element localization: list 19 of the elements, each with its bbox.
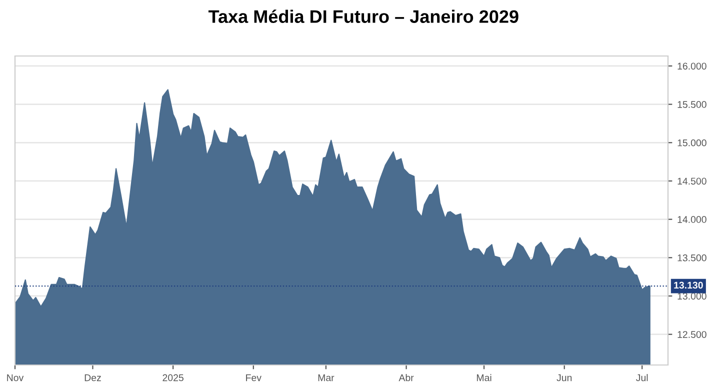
y-tick-label: 16.000 bbox=[678, 62, 706, 70]
y-tick-label: 15.000 bbox=[678, 139, 706, 146]
x-tick-label: Abr bbox=[398, 374, 414, 382]
x-tick-label: Jun bbox=[556, 374, 572, 382]
x-tick-label: Mar bbox=[318, 374, 334, 382]
y-tick-label: 14.500 bbox=[678, 178, 706, 185]
x-tick-label: Mai bbox=[476, 374, 492, 382]
x-tick-label: 2025 bbox=[162, 374, 184, 382]
y-tick-label: 12.500 bbox=[678, 331, 706, 338]
x-tick-label: Fev bbox=[246, 374, 262, 382]
y-tick-label: 14.000 bbox=[678, 216, 706, 223]
chart-title: Taxa Média DI Futuro – Janeiro 2029 bbox=[208, 10, 518, 23]
y-tick-label: 13.500 bbox=[678, 254, 706, 262]
y-tick-label: 13.000 bbox=[678, 292, 706, 300]
y-tick-label: 15.500 bbox=[678, 101, 706, 108]
x-tick-label: Jul bbox=[636, 374, 648, 382]
ref-line-label: 13.130 bbox=[674, 282, 703, 289]
x-tick-label: Nov bbox=[7, 374, 24, 382]
x-tick-label: Dez bbox=[84, 374, 101, 382]
